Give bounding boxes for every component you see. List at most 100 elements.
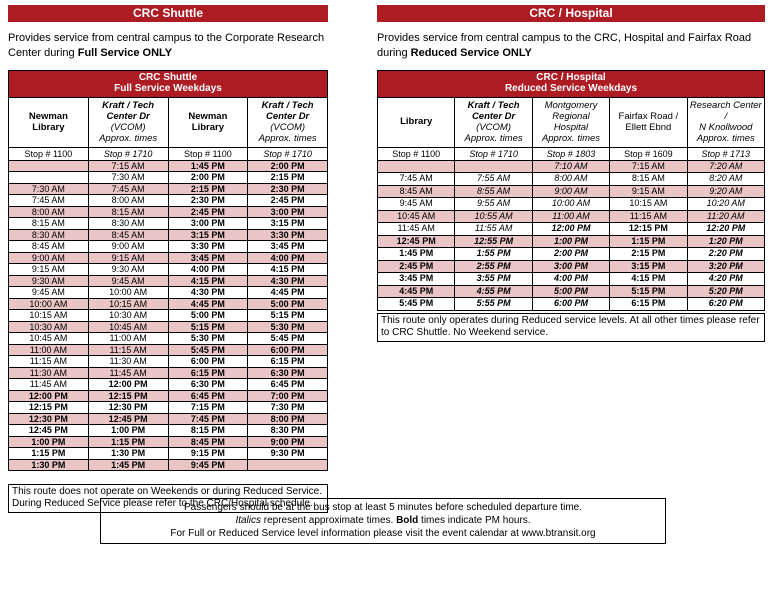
footer-note-box: Passengers should be at the bus stop at …	[100, 498, 666, 544]
footer-line2: Italics represent approximate times. Bol…	[107, 514, 659, 527]
time-cell: 2:00 PM	[167, 171, 249, 184]
time-cell: 8:45 AM	[8, 240, 89, 253]
schedule-row: 7:10 AM 7:15 AM 7:20 AM	[376, 159, 766, 173]
column-header-line: (VCOM)	[110, 122, 146, 134]
footer-line1: Passengers should be at the bus stop at …	[183, 502, 583, 513]
time-cell: 11:30 AM	[8, 366, 89, 379]
time-cell: 9:15 AM	[8, 263, 89, 276]
time-cell: 3:15 PM	[247, 217, 328, 230]
time-cell: 12:00 PM	[8, 389, 89, 402]
time-cell: 9:45 PM	[167, 458, 249, 471]
time-cell: 10:15 AM	[8, 309, 89, 322]
time-cell: 2:15 PM	[609, 247, 688, 261]
time-cell: 2:15 PM	[247, 171, 328, 184]
schedule-row: 9:45 AM 10:00 AM 4:30 PM 4:45 PM	[8, 286, 328, 299]
column-header: Kraft / Tech Center Dr (VCOM) Approx. times	[454, 96, 533, 148]
time-cell: 9:30 AM	[87, 263, 169, 276]
time-cell: 7:45 PM	[167, 412, 249, 425]
description-text: Provides service from central campus to …	[8, 32, 325, 59]
column-header-line: Approx. times	[696, 133, 755, 145]
schedule-row: 9:45 AM 9:55 AM 10:00 AM 10:15 AM 10:20 AM	[376, 197, 766, 211]
column-header: Research Center / N Knollwood Approx. time…	[686, 96, 766, 148]
time-cell: 4:45 PM	[376, 284, 456, 298]
crc-shuttle-title-bar: CRC Shuttle	[8, 5, 328, 22]
time-cell: 7:10 AM	[531, 159, 611, 173]
schedule-row: 9:15 AM 9:30 AM 4:00 PM 4:15 PM	[8, 263, 328, 276]
time-cell: 4:55 PM	[454, 284, 533, 298]
column-header-line: Newman	[188, 110, 228, 122]
time-cell: 11:00 AM	[531, 209, 611, 223]
time-cell: 8:30 PM	[247, 424, 328, 437]
time-cell: 3:45 PM	[167, 251, 249, 264]
table-title-line1: CRC / Hospital	[536, 71, 606, 83]
time-cell: 1:45 PM	[167, 159, 249, 172]
footer-bold-word: Bold	[396, 515, 419, 526]
schedule-row: 12:45 PM 12:55 PM 1:00 PM 1:15 PM 1:20 PM	[376, 234, 766, 248]
schedule-row: 11:30 AM 11:45 AM 6:15 PM 6:30 PM	[8, 366, 328, 379]
time-cell: 8:55 AM	[454, 184, 533, 198]
time-cell: 7:45 AM	[376, 172, 456, 186]
time-cell: 5:45 PM	[167, 343, 249, 356]
time-cell: 8:20 AM	[686, 172, 766, 186]
time-cell: 10:15 AM	[87, 297, 169, 310]
time-cell: 4:45 PM	[167, 297, 249, 310]
time-cell: 9:30 PM	[247, 447, 328, 460]
time-cell: 8:15 PM	[167, 424, 249, 437]
time-cell: 3:45 PM	[247, 240, 328, 253]
time-cell: 6:00 PM	[531, 297, 611, 311]
time-cell: 7:20 AM	[686, 159, 766, 173]
schedule-row: 9:30 AM 9:45 AM 4:15 PM 4:30 PM	[8, 274, 328, 287]
time-cell: 2:45 PM	[247, 194, 328, 207]
time-cell: 9:45 AM	[87, 274, 169, 287]
time-cell: 2:30 PM	[167, 194, 249, 207]
time-cell: 6:00 PM	[247, 343, 328, 356]
column-header: Library	[376, 96, 456, 148]
time-cell: 3:15 PM	[167, 228, 249, 241]
schedule-row: 1:00 PM 1:15 PM 8:45 PM 9:00 PM	[8, 435, 328, 448]
time-cell: 9:15 PM	[167, 447, 249, 460]
time-cell: 4:30 PM	[167, 286, 249, 299]
schedule-row: 10:15 AM 10:30 AM 5:00 PM 5:15 PM	[8, 309, 328, 322]
time-cell: 10:00 AM	[531, 197, 611, 211]
stop-number: Stop # 1609	[609, 146, 688, 161]
schedule-row: 2:45 PM 2:55 PM 3:00 PM 3:15 PM 3:20 PM	[376, 259, 766, 273]
description-emphasis: Reduced Service ONLY	[410, 46, 532, 59]
schedule-row: 10:30 AM 10:45 AM 5:15 PM 5:30 PM	[8, 320, 328, 333]
time-cell: 6:15 PM	[247, 355, 328, 368]
time-cell: 9:20 AM	[686, 184, 766, 198]
time-cell: 6:15 PM	[609, 297, 688, 311]
time-cell: 5:45 PM	[376, 297, 456, 311]
time-cell: 8:15 AM	[87, 205, 169, 218]
time-cell: 7:00 PM	[247, 389, 328, 402]
time-cell: 9:00 AM	[8, 251, 89, 264]
schedule-row: 7:30 AM 7:45 AM 2:15 PM 2:30 PM	[8, 182, 328, 195]
schedule-row: 1:45 PM 1:55 PM 2:00 PM 2:15 PM 2:20 PM	[376, 247, 766, 261]
stop-number: Stop # 1100	[8, 146, 89, 161]
time-cell: 2:30 PM	[247, 182, 328, 195]
schedule-row: 7:30 AM 2:00 PM 2:15 PM	[8, 171, 328, 184]
time-cell: 9:15 AM	[609, 184, 688, 198]
time-cell: 8:00 PM	[247, 412, 328, 425]
crc-hospital-description: Provides service from central campus to …	[377, 31, 765, 61]
column-header-line: N Knollwood	[699, 122, 753, 134]
time-cell: 12:30 PM	[87, 401, 169, 414]
time-cell: 1:00 PM	[87, 424, 169, 437]
time-cell: 7:55 AM	[454, 172, 533, 186]
time-cell: 12:20 PM	[686, 222, 766, 236]
column-header-line: Kraft / Tech	[102, 99, 155, 111]
time-cell: 8:00 AM	[531, 172, 611, 186]
schedule-row: 1:15 PM 1:30 PM 9:15 PM 9:30 PM	[8, 447, 328, 460]
time-cell: 5:15 PM	[609, 284, 688, 298]
time-cell: 1:20 PM	[686, 234, 766, 248]
stop-number: Stop # 1803	[531, 146, 611, 161]
time-cell: 1:45 PM	[376, 247, 456, 261]
table-title-band: CRC / Hospital Reduced Service Weekdays	[377, 69, 765, 98]
time-cell: 2:15 PM	[167, 182, 249, 195]
schedule-row: 7:45 AM 8:00 AM 2:30 PM 2:45 PM	[8, 194, 328, 207]
time-cell: 8:45 AM	[87, 228, 169, 241]
stop-number: Stop # 1710	[454, 146, 533, 161]
time-cell: 9:00 AM	[531, 184, 611, 198]
footer-italics-word: Italics	[235, 515, 261, 526]
column-header-line: Center Dr	[106, 110, 150, 122]
time-cell: 7:15 PM	[167, 401, 249, 414]
